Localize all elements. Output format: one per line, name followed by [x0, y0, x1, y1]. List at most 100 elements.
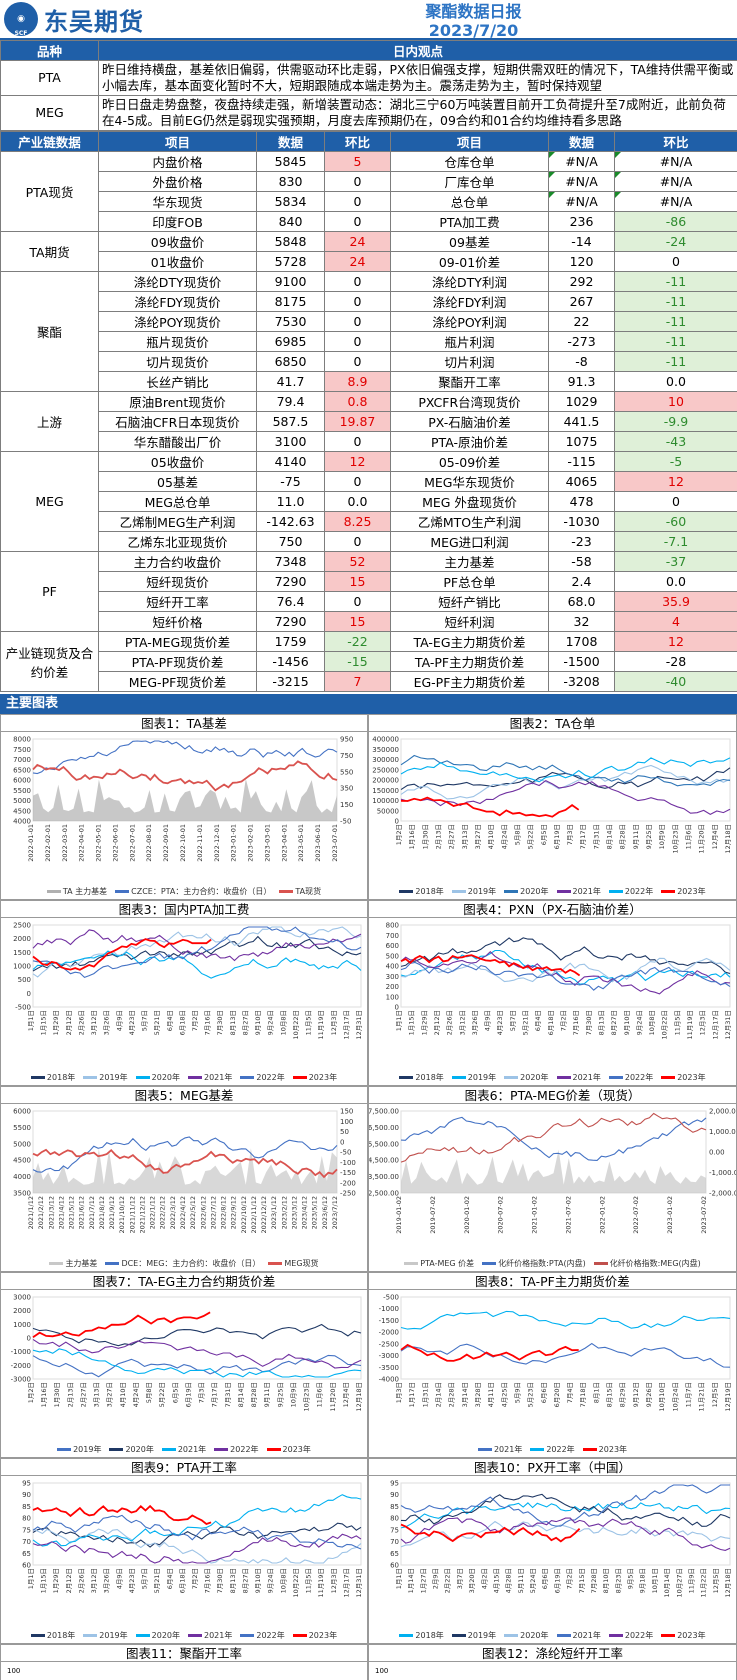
- x-tick: 11月6日: [316, 1382, 324, 1407]
- y-tick: 2,500.00: [369, 1190, 399, 1198]
- legend-item: 2021年: [188, 1073, 232, 1082]
- x-tick: 8月28日: [619, 824, 627, 849]
- x-tick: 1月29日: [52, 1010, 60, 1035]
- chart-12: 图表12：涤纶短纤开工率 100: [368, 1644, 737, 1680]
- chart-title: 图表4：PXN（PX-石脑油价差）: [369, 901, 736, 918]
- x-tick: 12月17日: [342, 1010, 350, 1040]
- table-row: 乙烯制MEG生产利润 -142.63 8.25 乙烯MTO生产利润 -1030 -60: [1, 511, 737, 532]
- x-tick: 12月3日: [330, 1568, 338, 1593]
- x-tick: 5月24日: [529, 1568, 537, 1593]
- item-name: 切片现货价: [98, 351, 257, 372]
- x-tick: 10月22日: [292, 1568, 300, 1598]
- legend-item: 2020年: [504, 1073, 549, 1082]
- item-value: -58: [548, 551, 615, 572]
- item-change: 0: [324, 271, 391, 292]
- x-tick: 2月12日: [433, 1010, 441, 1035]
- x-tick: 8月10日: [602, 1568, 610, 1593]
- item-value: 840: [256, 211, 325, 232]
- item-change: #N/A: [614, 171, 737, 192]
- legend-item: 2021年: [556, 887, 601, 896]
- chart-plot: -500-1000-1500-2000-2500-3000-3500-40001…: [379, 1294, 732, 1412]
- y-tick: 90: [22, 1491, 31, 1499]
- legend-item: 2021年: [477, 1445, 522, 1454]
- x-tick: 2022/3/12: [169, 1196, 177, 1229]
- item-value: -75: [256, 471, 325, 492]
- x-tick: 2021/3/12: [47, 1196, 55, 1229]
- legend-item: 2019年: [451, 1631, 496, 1640]
- series-line: [32, 1311, 211, 1339]
- item-change: -11: [614, 331, 737, 352]
- x-tick: 8月27日: [610, 1010, 618, 1035]
- item-value: 32: [548, 611, 615, 632]
- y2-tick: -1,000.00: [709, 1169, 736, 1177]
- x-tick: 5月8日: [145, 1382, 153, 1403]
- chart-title: 图表11：聚酯开工率: [1, 1645, 367, 1662]
- x-tick: 12月18日: [724, 1568, 732, 1598]
- x-tick: 2月13日: [434, 824, 442, 849]
- chart-plot: 6000 5500 5000 4500 4000 3500 150 100 50 0 -50 -100…: [13, 1108, 356, 1234]
- x-tick: 9月24日: [267, 1568, 275, 1593]
- x-tick: 11月19日: [317, 1568, 325, 1598]
- x-tick: 7月17日: [579, 824, 587, 849]
- x-tick: 2021/6/12: [78, 1196, 86, 1229]
- x-tick: 4月28日: [505, 1568, 513, 1593]
- y-tick: 70: [390, 1538, 399, 1546]
- x-tick: 1月1日: [27, 1010, 35, 1031]
- table-row: 瓶片现货价 6985 0 瓶片利润 -273 -11: [1, 331, 737, 352]
- x-tick: 2022-04-01: [78, 824, 86, 862]
- chart-title: 图表5：MEG基差: [1, 1087, 367, 1104]
- x-tick: 11月22日: [700, 1568, 708, 1598]
- item-change: -28: [614, 651, 737, 672]
- item-name: 瓶片现货价: [98, 331, 257, 352]
- item-name: 01收盘价: [98, 251, 257, 272]
- group-name: PF: [0, 551, 99, 632]
- y-tick: 0: [395, 1004, 399, 1012]
- x-tick: 12月31日: [355, 1010, 363, 1040]
- y2-tick: 550: [340, 768, 353, 776]
- x-tick: 11月5日: [305, 1010, 313, 1035]
- chart-title: 图表9：PTA开工率: [1, 1459, 367, 1476]
- item-value: 3100: [256, 431, 325, 452]
- item-name: 印度FOB: [98, 211, 257, 232]
- legend-item: 2022年: [240, 1631, 285, 1640]
- x-tick: 11月5日: [673, 1010, 681, 1035]
- x-tick: 7月16日: [204, 1010, 212, 1035]
- x-tick: 1月2日: [27, 1382, 35, 1403]
- legend-item: 化纤价格指数:MEG(内盘): [593, 1259, 701, 1268]
- table-row: 涤纶POY现货价 7530 0 涤纶POY利润 22 -11: [1, 311, 737, 332]
- x-tick: 5月21日: [522, 1010, 530, 1035]
- x-tick: 6月6日: [541, 1568, 549, 1589]
- x-tick: 8月1日: [592, 1382, 600, 1403]
- item-change: 0: [324, 191, 391, 212]
- y-tick: 400000: [372, 736, 399, 744]
- y-tick: 75: [390, 1526, 399, 1534]
- series-line: [400, 937, 731, 975]
- x-tick: 2021/8/12: [98, 1196, 106, 1229]
- x-tick: 2022-03-01: [61, 824, 69, 862]
- series-line: [32, 935, 362, 972]
- chart-legend: 2018年 2019年 2020年 2021年 2022年 2023年: [369, 886, 736, 897]
- x-tick: 2021-01-02: [531, 1196, 539, 1234]
- item-change: 0: [614, 491, 737, 512]
- section-title: 主要图表: [0, 694, 737, 714]
- item-value: 267: [548, 291, 615, 312]
- item-value: -8: [548, 351, 615, 372]
- x-tick: 2023/3/12: [290, 1196, 298, 1229]
- item-name: 聚酯开工率: [390, 371, 549, 392]
- x-tick: 5月8日: [513, 824, 521, 845]
- x-tick: 2021/12/12: [138, 1196, 146, 1233]
- series-line: [32, 926, 362, 978]
- x-tick: 1月15日: [40, 1010, 48, 1035]
- x-tick: 1月17日: [408, 1382, 416, 1407]
- x-tick: 2023-03-01: [263, 824, 271, 862]
- item-value: 5834: [256, 191, 325, 212]
- x-tick: 6月5日: [540, 824, 548, 845]
- logo: ◉ SCF 东吴期货: [0, 0, 210, 38]
- x-tick: 10月24日: [671, 1382, 679, 1412]
- y-tick: 2500: [13, 922, 31, 930]
- y-tick: 200: [386, 983, 399, 991]
- x-tick: 2021/11/12: [128, 1196, 136, 1233]
- legend-item: 2018年: [30, 1073, 75, 1082]
- table-row: 石脑油CFR日本现货价 587.5 19.87 PX-石脑油价差 441.5 -9.9: [1, 411, 737, 432]
- x-tick: 1月16日: [40, 1382, 48, 1407]
